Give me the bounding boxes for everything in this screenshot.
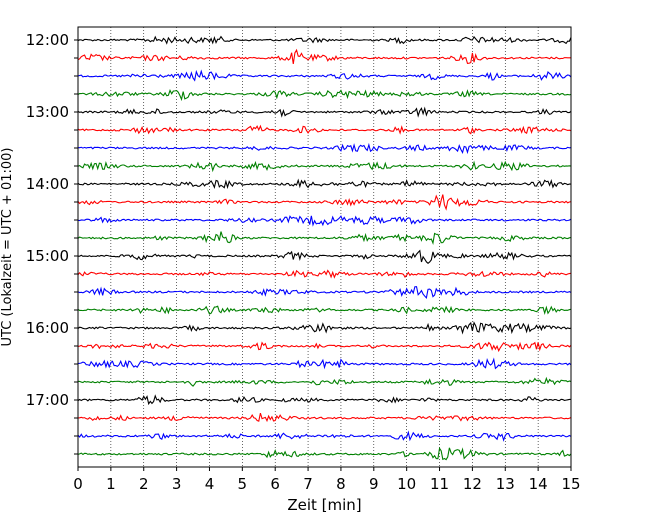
seismogram-trace <box>77 124 572 135</box>
x-tick-label: 15 <box>561 475 580 493</box>
plot-frame <box>77 26 572 468</box>
y-tick-label: 12:00 <box>26 31 69 49</box>
seismogram-trace <box>77 412 572 423</box>
seismogram-trace <box>77 269 572 279</box>
x-tick-label: 2 <box>139 475 149 493</box>
seismogram-trace <box>77 446 572 461</box>
seismogram-trace <box>77 48 572 64</box>
seismogram-trace <box>77 394 572 406</box>
x-axis-label: Zeit [min] <box>287 496 361 514</box>
seismogram-trace <box>77 376 572 387</box>
y-tick-label: 17:00 <box>26 391 69 409</box>
seismogram-trace <box>77 160 572 173</box>
seismogram-trace <box>77 69 572 82</box>
x-tick-label: 4 <box>205 475 215 493</box>
y-axis-label: UTC (Lokalzeit = UTC + 01:00) <box>0 148 15 347</box>
seismogram-trace <box>77 194 572 211</box>
seismogram-trace <box>77 215 572 227</box>
x-tick-label: 7 <box>303 475 313 493</box>
x-tick-label: 9 <box>369 475 379 493</box>
grid-lines <box>110 27 539 467</box>
seismogram-trace <box>77 89 572 102</box>
seismogram-trace <box>77 341 572 353</box>
seismogram-trace <box>77 430 572 442</box>
x-tick-label: 8 <box>336 475 346 493</box>
x-tick-label: 0 <box>73 475 83 493</box>
y-tick-label: 14:00 <box>26 175 69 193</box>
x-tick-label: 10 <box>397 475 416 493</box>
y-tick-label: 15:00 <box>26 247 69 265</box>
y-tick-label: 13:00 <box>26 103 69 121</box>
x-tick-label: 3 <box>172 475 182 493</box>
seismogram-trace <box>77 106 572 118</box>
seismogram-trace <box>77 35 572 45</box>
x-tick-label: 11 <box>430 475 449 493</box>
x-tick-label: 5 <box>238 475 248 493</box>
y-axis: 12:00 13:00 14:00 15:00 16:00 17:00 <box>26 31 78 455</box>
seismogram-trace <box>77 321 572 335</box>
x-tick-label: 1 <box>106 475 116 493</box>
seismogram-trace <box>77 142 572 155</box>
traces-group <box>77 35 572 461</box>
y-tick-label: 16:00 <box>26 319 69 337</box>
seismogram-trace <box>77 231 572 245</box>
seismogram-trace <box>77 357 572 370</box>
x-tick-label: 13 <box>496 475 515 493</box>
seismogram-trace <box>77 178 571 190</box>
x-tick-label: 14 <box>529 475 548 493</box>
seismogram-trace <box>77 249 572 264</box>
x-axis: 0 1 2 3 4 5 6 7 8 9 10 11 12 13 14 15 <box>73 467 581 493</box>
x-tick-label: 12 <box>463 475 482 493</box>
seismogram-trace <box>77 286 572 299</box>
seismogram-trace <box>77 305 572 316</box>
x-tick-label: 6 <box>270 475 280 493</box>
